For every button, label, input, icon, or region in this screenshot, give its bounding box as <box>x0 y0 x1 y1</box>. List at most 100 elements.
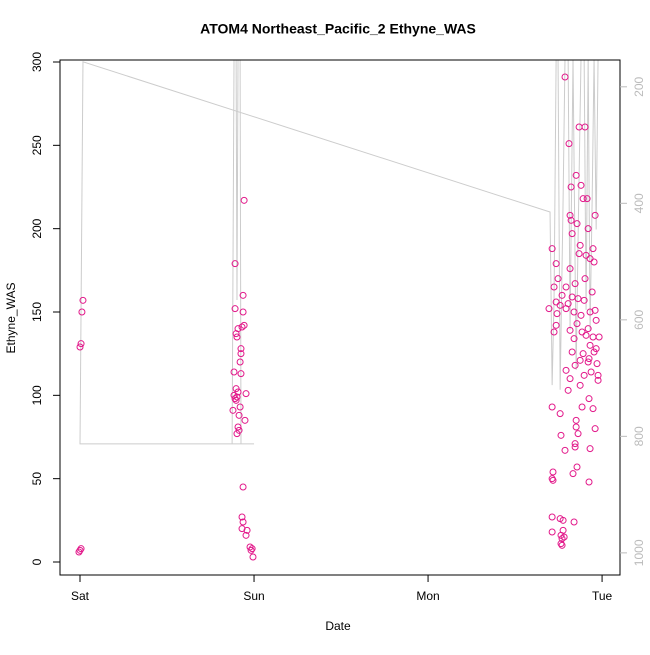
data-point <box>566 265 574 273</box>
data-point <box>584 325 592 333</box>
y2-tick-label: 200 <box>632 76 646 96</box>
data-point <box>571 440 579 448</box>
data-point <box>548 475 556 483</box>
data-point <box>569 470 577 478</box>
y-axis-label: Ethyne_WAS <box>4 283 18 354</box>
data-point <box>574 295 582 303</box>
data-point <box>595 333 603 341</box>
data-point <box>236 403 244 411</box>
data-point <box>548 403 556 411</box>
y-tick-label: 150 <box>30 302 44 322</box>
data-point <box>566 211 574 219</box>
data-point <box>571 361 579 369</box>
x-tick-label: Tue <box>592 589 613 603</box>
altitude-line <box>79 60 599 445</box>
data-point <box>232 396 240 404</box>
data-point <box>579 350 587 358</box>
data-point <box>239 291 247 299</box>
data-point <box>576 241 584 249</box>
data-point <box>564 386 572 394</box>
data-point <box>75 548 83 556</box>
data-point <box>557 431 565 439</box>
data-point <box>233 333 241 341</box>
data-point <box>586 308 594 316</box>
x-axis-label: Date <box>325 619 351 633</box>
y2-tick-label: 600 <box>632 309 646 329</box>
data-point <box>239 518 247 526</box>
data-point <box>247 546 255 554</box>
data-point <box>558 291 566 299</box>
data-point <box>561 446 569 454</box>
data-point <box>558 535 566 543</box>
data-point <box>553 310 561 318</box>
data-point <box>590 258 598 266</box>
data-point <box>590 348 598 356</box>
data-point <box>572 416 580 424</box>
y-tick-label: 50 <box>30 472 44 486</box>
data-point <box>231 395 239 403</box>
data-point <box>592 316 600 324</box>
data-point <box>248 545 256 553</box>
data-point <box>565 140 573 148</box>
data-point <box>574 430 582 438</box>
data-point <box>594 376 602 384</box>
data-point <box>573 320 581 328</box>
data-point <box>231 260 239 268</box>
x-tick-label: Sun <box>243 589 264 603</box>
data-point <box>77 340 85 348</box>
data-point <box>242 531 250 539</box>
chart-title: ATOM4 Northeast_Pacific_2 Ethyne_WAS <box>200 21 476 37</box>
data-point <box>562 366 570 374</box>
data-point <box>232 385 240 393</box>
data-point <box>234 423 242 431</box>
data-point <box>571 280 579 288</box>
data-point <box>246 543 254 551</box>
data-point <box>238 513 246 521</box>
data-point <box>231 305 239 313</box>
data-point <box>589 405 597 413</box>
data-point <box>588 288 596 296</box>
data-point <box>589 245 597 253</box>
data-point <box>566 326 574 334</box>
data-point <box>562 305 570 313</box>
data-point <box>586 341 594 349</box>
data-point <box>561 73 569 81</box>
data-point <box>79 296 87 304</box>
y-tick-label: 100 <box>30 385 44 405</box>
data-point <box>240 196 248 204</box>
y2-tick-label: 400 <box>632 193 646 213</box>
data-point <box>572 423 580 431</box>
data-point <box>229 406 237 414</box>
data-point <box>556 301 564 309</box>
y-tick-label: 0 <box>30 558 44 565</box>
data-point <box>584 225 592 233</box>
data-point <box>238 323 246 331</box>
data-point <box>550 328 558 336</box>
data-point <box>549 468 557 476</box>
data-point <box>570 518 578 526</box>
y-tick-label: 200 <box>30 218 44 238</box>
data-point <box>576 356 584 364</box>
data-point <box>237 350 245 358</box>
data-point <box>552 260 560 268</box>
data-point <box>76 546 84 554</box>
data-point <box>585 478 593 486</box>
data-point <box>593 360 601 368</box>
data-point <box>241 416 249 424</box>
data-point <box>550 283 558 291</box>
data-point <box>582 331 590 339</box>
data-point <box>239 308 247 316</box>
data-point <box>548 245 556 253</box>
data-point <box>573 220 581 228</box>
data-point <box>570 308 578 316</box>
data-point <box>76 343 84 351</box>
data-point <box>78 308 86 316</box>
plot-frame <box>59 59 621 576</box>
x-tick-label: Sat <box>71 589 90 603</box>
y2-tick-label: 800 <box>632 426 646 446</box>
data-point <box>232 330 240 338</box>
y-tick-label: 250 <box>30 135 44 155</box>
data-point <box>566 375 574 383</box>
